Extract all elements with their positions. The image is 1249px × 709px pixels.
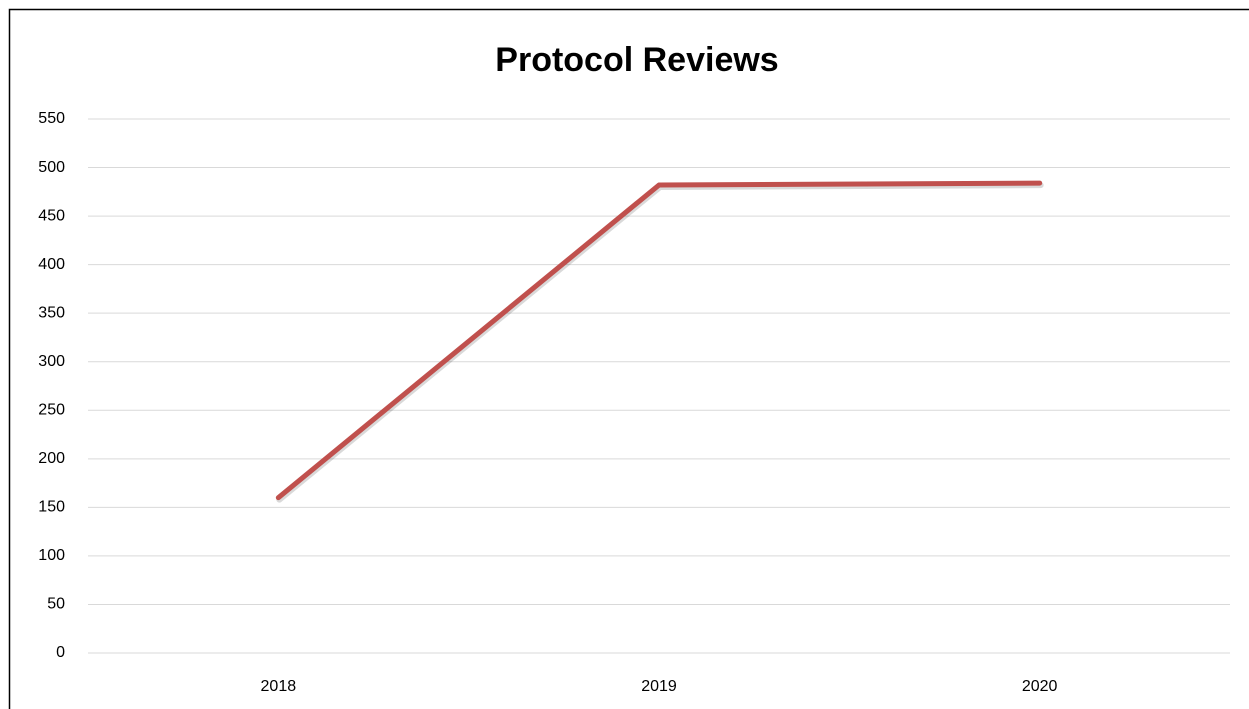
y-tick-label: 450 <box>38 207 65 224</box>
x-tick-label: 2018 <box>261 678 297 695</box>
chart-title: Protocol Reviews <box>495 41 778 79</box>
x-tick-label: 2019 <box>641 678 677 695</box>
y-tick-label: 300 <box>38 353 65 370</box>
y-tick-label: 550 <box>38 110 65 127</box>
y-tick-label: 250 <box>38 401 65 418</box>
line <box>275 180 1043 501</box>
x-tick-label: 2020 <box>1022 678 1058 695</box>
y-tick-label: 200 <box>38 450 65 467</box>
y-tick-label: 500 <box>38 159 65 176</box>
y-tick-label: 400 <box>38 256 65 273</box>
y-tick-label: 50 <box>47 596 65 613</box>
y-tick-label: 350 <box>38 304 65 321</box>
y-tick-label: 150 <box>38 499 65 516</box>
y-tick-label: 0 <box>56 644 65 661</box>
chart-border <box>8 8 1249 709</box>
y-tick-label: 100 <box>38 547 65 564</box>
